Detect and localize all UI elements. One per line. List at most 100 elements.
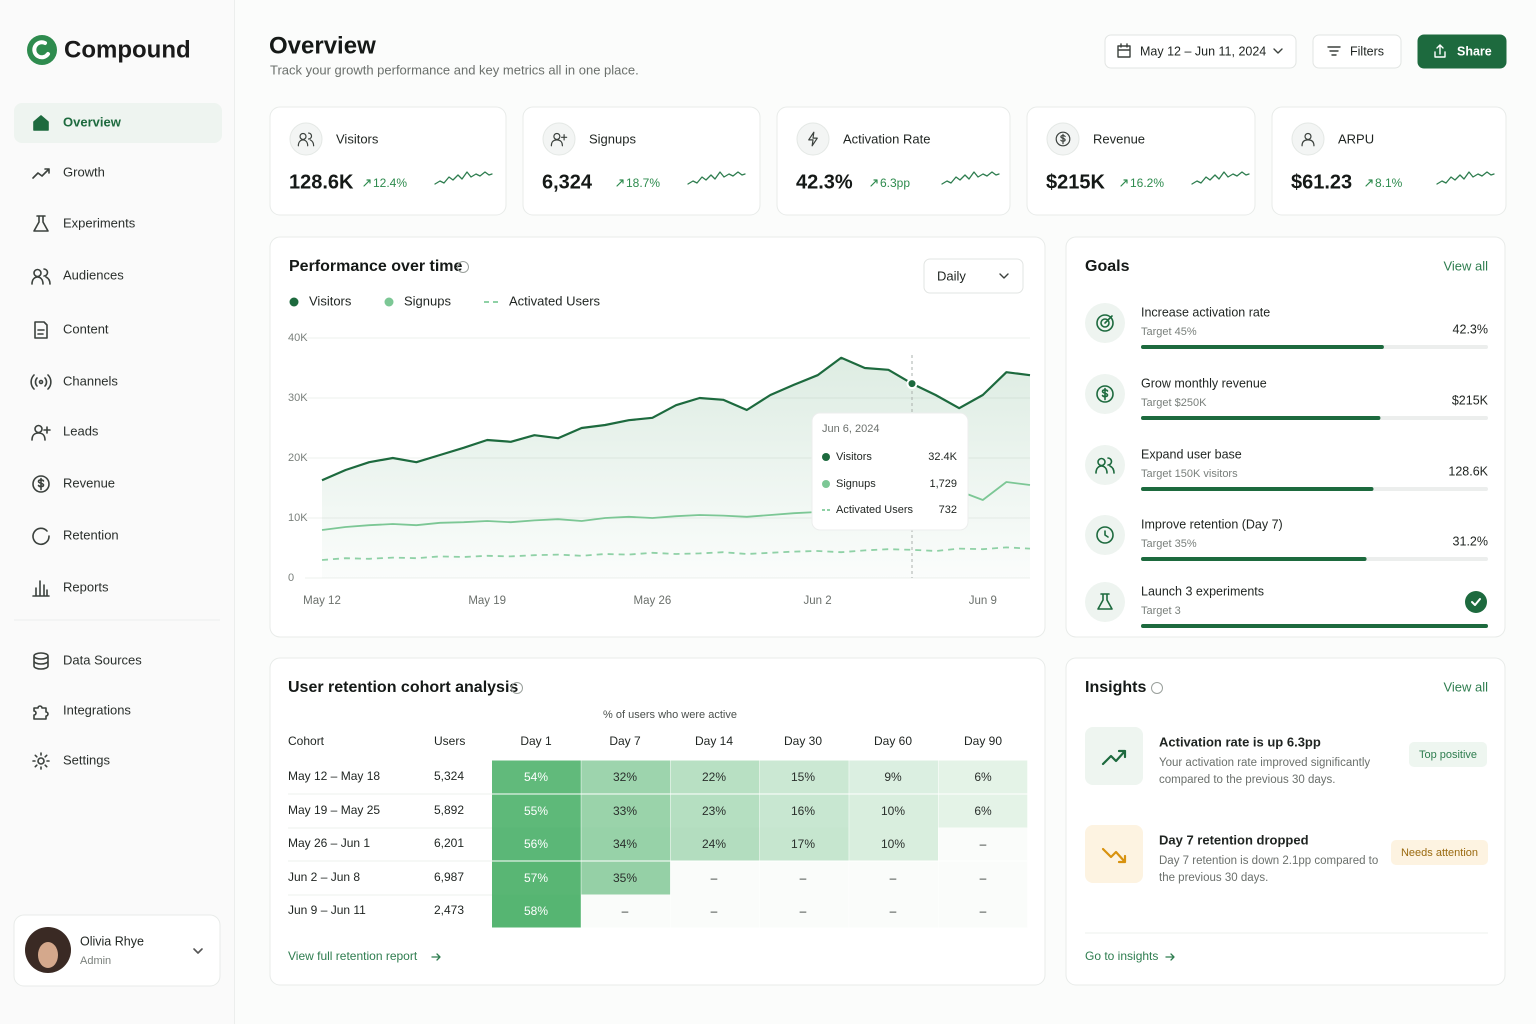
kpi-value: 42.3%	[796, 171, 853, 193]
period-dropdown[interactable]	[923, 258, 1024, 294]
goal-icon	[1096, 314, 1114, 332]
table-cell: –	[980, 871, 987, 885]
table-cell: 23%	[702, 804, 726, 818]
y-tick-label: 0	[288, 572, 294, 584]
view-all-link[interactable]: View all	[1443, 679, 1488, 694]
hover-point	[906, 378, 918, 390]
kpi-value: 128.6K	[289, 171, 354, 193]
column-header: Cohort	[288, 734, 325, 748]
goal-value: $215K	[1452, 393, 1489, 407]
goal-progress	[1141, 487, 1374, 491]
table-cell: 33%	[613, 804, 637, 818]
goal-icon	[1096, 385, 1114, 403]
nav-item[interactable]: Settings	[63, 752, 110, 767]
view-all-link[interactable]: View all	[1443, 258, 1488, 273]
kpi-arrow	[616, 179, 624, 187]
tooltip-name: Signups	[836, 478, 876, 490]
button[interactable]	[1417, 34, 1507, 69]
nav-item[interactable]: Integrations	[63, 702, 131, 717]
table-cell: –	[890, 904, 897, 918]
user-chevron	[193, 948, 203, 954]
calendar-icon	[1117, 43, 1131, 58]
nav-item[interactable]: Experiments	[63, 215, 136, 230]
nav-item[interactable]: Retention	[63, 527, 119, 542]
column-header: Users	[434, 734, 465, 748]
card-title: User retention cohort analysis	[288, 679, 518, 696]
column-header: Day 90	[964, 734, 1002, 748]
table-cell: 58%	[524, 904, 548, 918]
column-header: Day 7	[609, 734, 641, 748]
goal-target: Target 150K visitors	[1141, 468, 1238, 480]
kpi-sparkline	[1191, 171, 1250, 185]
insights-link[interactable]: Go to insights	[1085, 949, 1158, 963]
brand: Compound	[64, 36, 191, 63]
table-cell: 6,201	[434, 836, 464, 850]
kpi-label: Visitors	[336, 131, 379, 146]
heat-cell	[849, 794, 938, 828]
insight-tag: Top positive	[1419, 749, 1477, 761]
table-cell: 17%	[791, 837, 815, 851]
card	[1065, 657, 1506, 986]
insight-tag-bg	[1409, 742, 1487, 767]
goal-progress	[1141, 557, 1367, 561]
table-cell: May 12 – May 18	[288, 769, 380, 783]
goal-value: 42.3%	[1453, 322, 1488, 336]
info-icon	[457, 261, 469, 273]
page-title: Overview	[269, 32, 376, 59]
insight-text-box: Day 7 retention is down 2.1pp compared t…	[1159, 855, 1379, 884]
kpi-value: 6,324	[542, 171, 593, 193]
x-tick-label: Jun 9	[969, 595, 997, 607]
kpi-icon	[808, 131, 818, 147]
link-arrow	[431, 953, 441, 961]
filters-button: Filters	[1350, 44, 1384, 58]
y-tick-label: 40K	[288, 332, 308, 344]
kpi-arrow	[1365, 179, 1373, 187]
goal-done	[1465, 591, 1487, 613]
share-button: Share	[1457, 44, 1492, 58]
nav-item[interactable]: Content	[63, 321, 109, 336]
heat-cell	[849, 894, 938, 928]
table-cell: May 19 – May 25	[288, 803, 380, 817]
kpi-change: 12.4%	[373, 176, 407, 190]
table-cell: Jun 9 – Jun 11	[288, 903, 366, 917]
nav-item[interactable]: Growth	[63, 164, 105, 179]
goal-title: Improve retention (Day 7)	[1141, 517, 1283, 531]
kpi-sparkline	[434, 171, 493, 185]
heat-cell	[759, 861, 849, 895]
kpi-icon	[1055, 131, 1071, 147]
logo-mark	[32, 40, 50, 60]
button[interactable]	[1312, 34, 1402, 69]
page-subtitle: Track your growth performance and key me…	[270, 62, 639, 77]
y-tick-label: 20K	[288, 452, 308, 464]
nav-icon	[33, 705, 49, 720]
table-cell: 2,473	[434, 903, 464, 917]
insight-text: Day 7 retention is down 2.1pp compared t…	[1159, 855, 1379, 884]
column-header: Day 14	[695, 734, 733, 748]
user-card[interactable]	[13, 914, 221, 987]
nav-item[interactable]: Reports	[63, 579, 109, 594]
heat-cell	[938, 760, 1028, 794]
nav-item[interactable]: Channels	[63, 373, 118, 388]
nav-item[interactable]: Audiences	[63, 267, 124, 282]
button[interactable]	[1104, 34, 1297, 69]
nav-item[interactable]: Leads	[63, 423, 99, 438]
insight-icon	[1101, 847, 1127, 864]
nav-item[interactable]: Revenue	[63, 475, 115, 490]
nav-icon	[32, 168, 50, 179]
nav-icon	[33, 652, 49, 670]
table-cell: 55%	[524, 804, 548, 818]
kpi-value: $215K	[1046, 171, 1105, 193]
filter-icon	[1327, 46, 1341, 56]
nav-item[interactable]: Data Sources	[63, 652, 142, 667]
goal-progress	[1141, 416, 1381, 420]
table-cell: Jun 2 – Jun 8	[288, 870, 360, 884]
legend-marker	[384, 297, 394, 307]
y-tick-label: 30K	[288, 392, 308, 404]
nav-item[interactable]: Overview	[63, 114, 122, 129]
kpi-change: 16.2%	[1130, 176, 1164, 190]
card	[269, 106, 507, 216]
heat-cell	[492, 794, 581, 828]
card	[1271, 106, 1507, 216]
goal-icon	[1095, 457, 1115, 474]
report-link[interactable]: View full retention report	[288, 949, 418, 963]
